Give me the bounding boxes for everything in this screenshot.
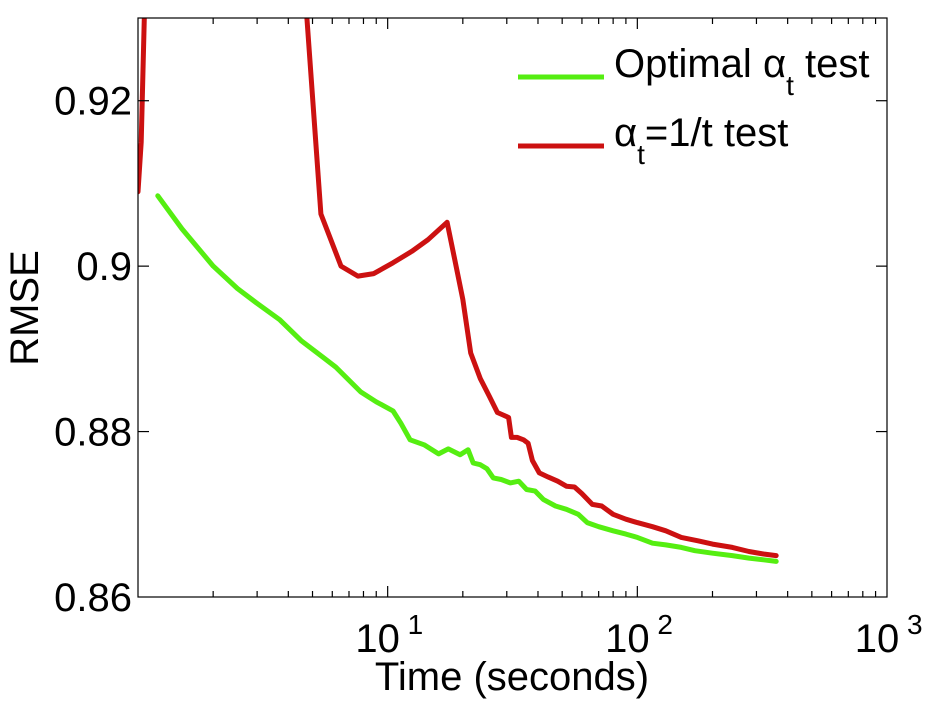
- x-tick-label-base: 10: [855, 617, 900, 661]
- x-tick-label-exponent: 3: [907, 609, 923, 640]
- y-axis-title: RMSE: [3, 250, 47, 366]
- x-tick-label-base: 10: [605, 617, 650, 661]
- x-tick-label: 10 3: [855, 609, 923, 661]
- x-tick-label-exponent: 1: [408, 609, 424, 640]
- legend-item-alpha-1-over-t: αt=1/t test: [518, 111, 788, 170]
- series-line-optimal-alpha: [155, 193, 779, 564]
- plot-area: [138, 18, 887, 597]
- x-tick-label: 10 1: [355, 609, 423, 661]
- x-tick-label-base: 10: [355, 617, 400, 661]
- series-layer: [138, 18, 779, 564]
- y-tick-label: 0.88: [54, 411, 132, 455]
- y-tick-label: 0.86: [54, 576, 132, 620]
- legend-item-optimal-alpha: Optimal αt test: [518, 42, 869, 101]
- x-tick-label: 10 2: [605, 609, 673, 661]
- legend-label: αt=1/t test: [614, 111, 788, 170]
- x-axis-title: Time (seconds): [375, 655, 649, 699]
- plot-frame: [137, 17, 888, 598]
- legend: Optimal αt test αt=1/t test: [518, 42, 869, 170]
- y-tick-label: 0.92: [54, 80, 132, 124]
- tick-layer: [138, 18, 887, 597]
- y-tick-label: 0.9: [76, 245, 132, 289]
- series-line-alpha-1-over-t: [138, 18, 779, 559]
- legend-label: Optimal αt test: [614, 42, 869, 101]
- x-tick-label-exponent: 2: [657, 609, 673, 640]
